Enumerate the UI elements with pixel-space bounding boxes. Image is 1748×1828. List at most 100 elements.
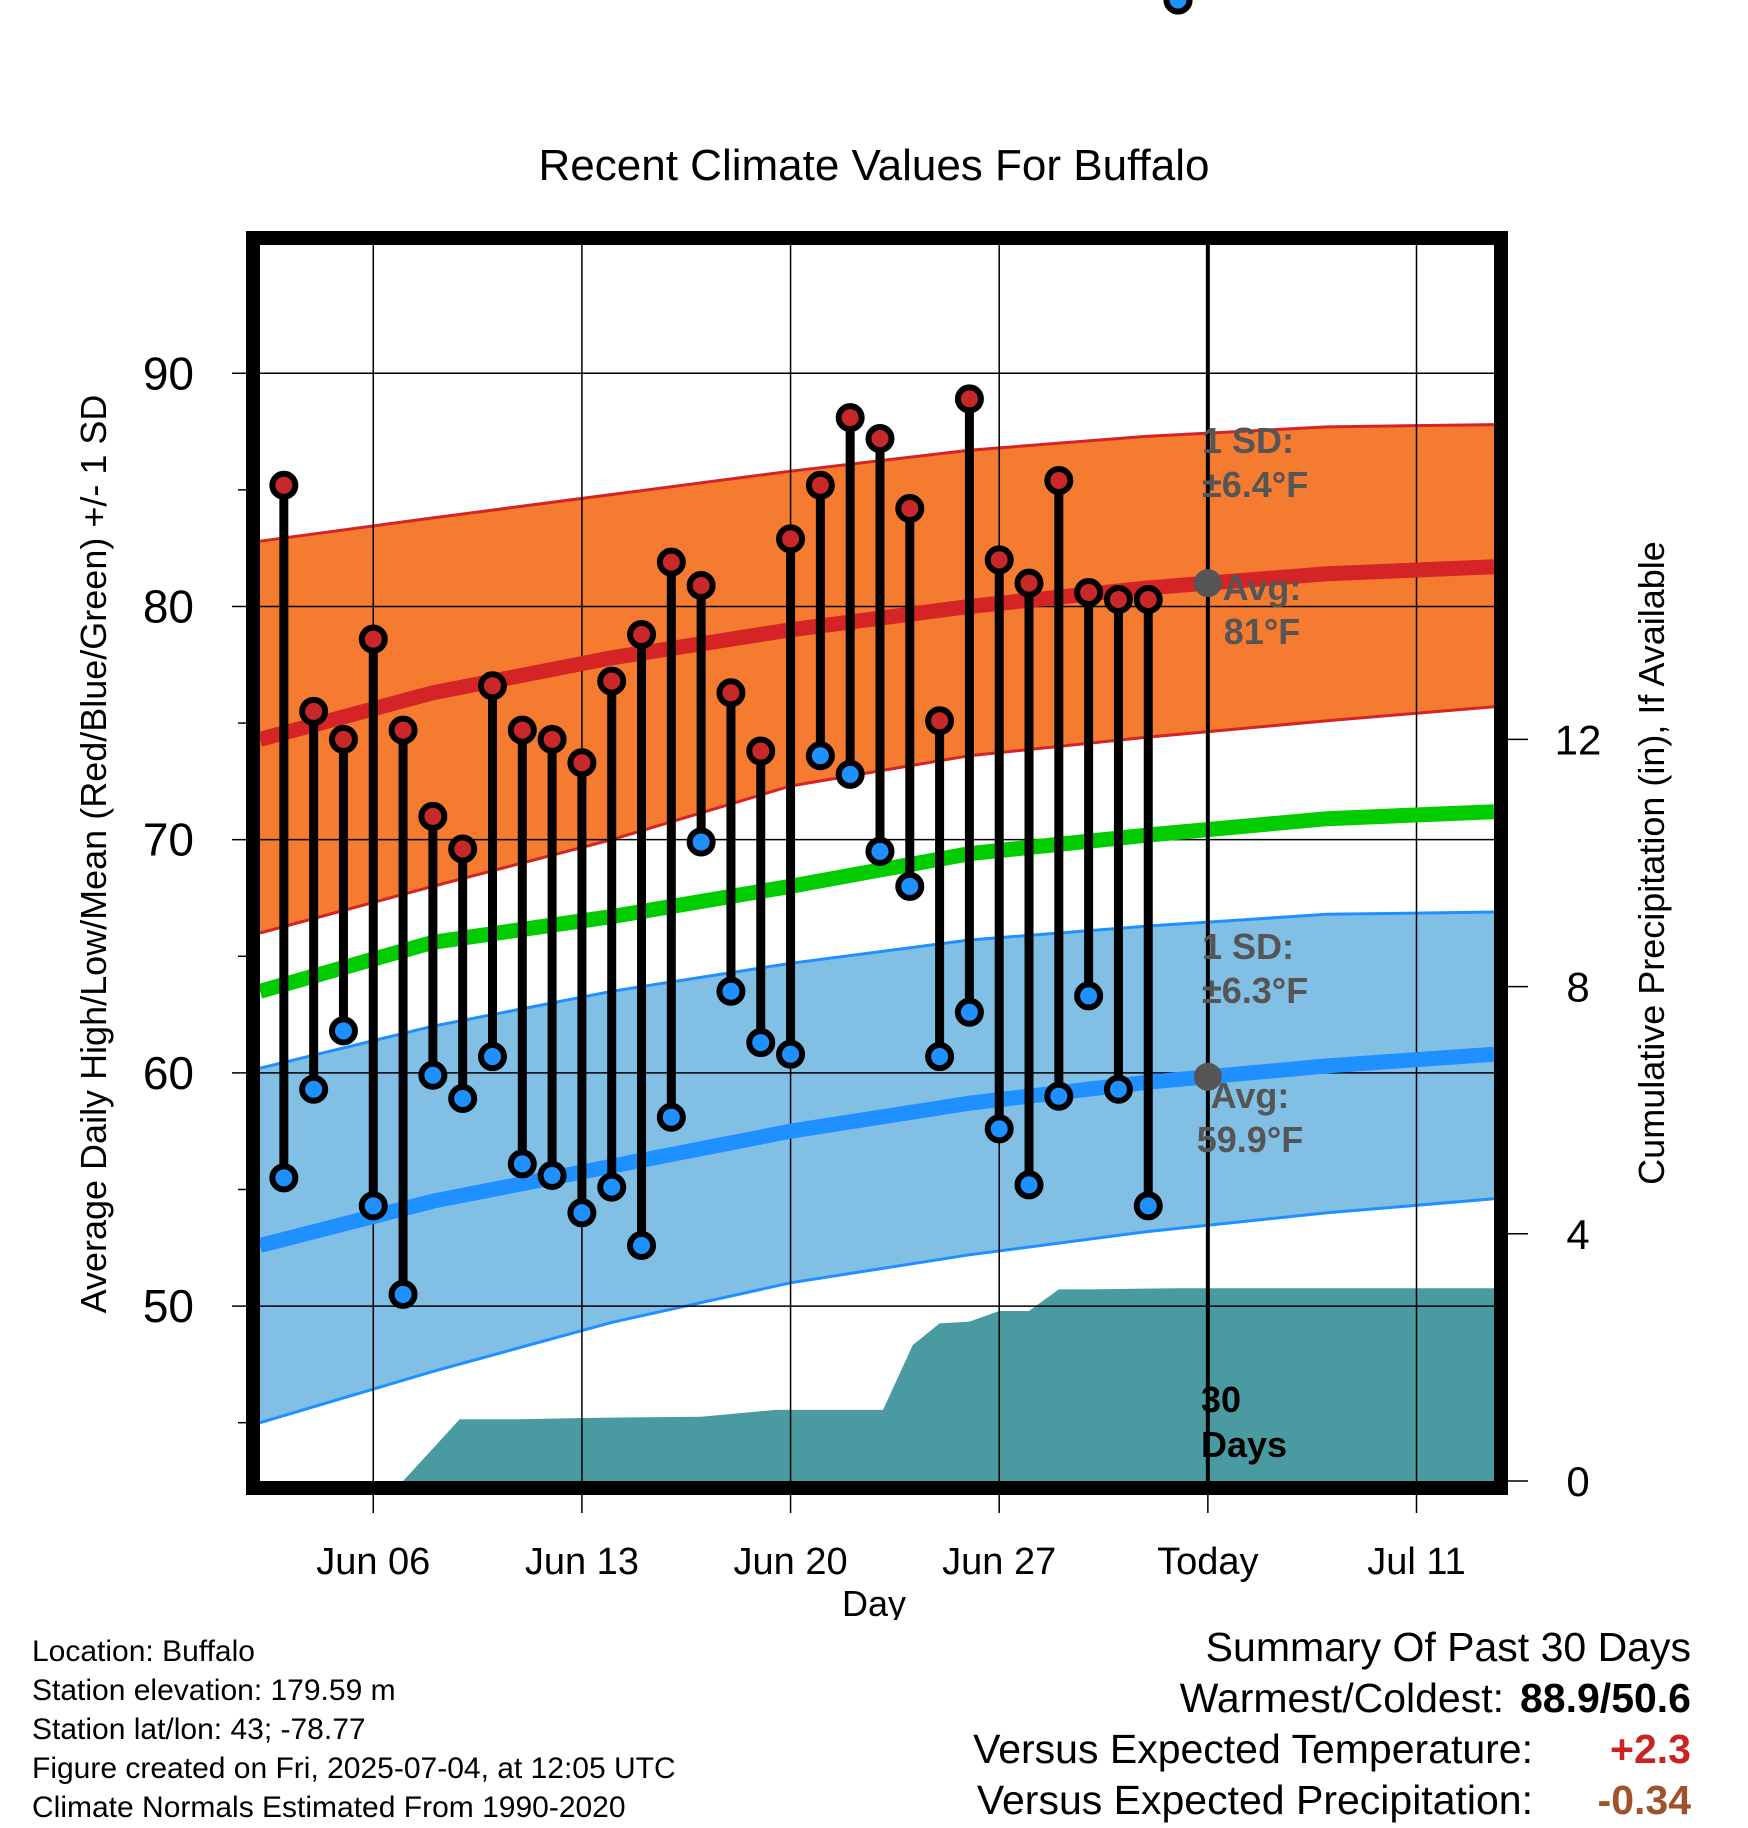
daily-low-point <box>1014 1170 1044 1200</box>
daily-low-point <box>925 1042 955 1072</box>
low-sd-value: ±6.3°F <box>1202 970 1308 1011</box>
low-avg-value: 59.9°F <box>1197 1119 1303 1160</box>
daily-high-point <box>418 801 448 831</box>
daily-low-point <box>448 1084 478 1114</box>
daily-high-point <box>925 706 955 736</box>
summary-temperature: Versus Expected Temperature: +2.3 <box>973 1724 1691 1775</box>
daily-high-point <box>865 424 895 454</box>
low-sd-lower-edge <box>259 1197 1495 1425</box>
daily-high-point <box>1014 568 1044 598</box>
y-tick-label: 80 <box>143 580 194 632</box>
climate-chart: Recent Climate Values For Buffalo 1 SD:±… <box>73 0 1672 1620</box>
daily-high-point <box>299 696 329 726</box>
daily-high-point <box>984 545 1014 575</box>
daily-low-point <box>656 1102 686 1132</box>
y-tick-label: 60 <box>143 1047 194 1099</box>
daily-low-point <box>835 759 865 789</box>
daily-high-point <box>776 524 806 554</box>
summary-panel: Summary Of Past 30 Days Warmest/Coldest:… <box>973 1622 1691 1826</box>
days-unit-label: Days <box>1201 1424 1287 1465</box>
y-axis-label: Average Daily High/Low/Mean (Red/Blue/Gr… <box>73 395 114 1314</box>
daily-low-point <box>269 1163 299 1193</box>
daily-low-point <box>805 741 835 771</box>
days-count-label: 30 <box>1201 1379 1241 1420</box>
daily-high-point <box>507 715 537 745</box>
daily-low-point <box>507 1149 537 1179</box>
y2-tick-label: 8 <box>1566 964 1589 1011</box>
daily-high-point <box>746 736 776 766</box>
chart-title: Recent Climate Values For Buffalo <box>539 141 1210 190</box>
daily-high-point <box>805 470 835 500</box>
daily-low-point <box>776 1039 806 1069</box>
low-sd-label: 1 SD: <box>1202 926 1294 967</box>
y-tick-label: 50 <box>143 1280 194 1332</box>
daily-low-point <box>1133 1191 1163 1221</box>
low-avg-label: Avg: <box>1211 1075 1290 1116</box>
daily-low-point <box>984 1114 1014 1144</box>
figure-created: Figure created on Fri, 2025-07-04, at 12… <box>32 1752 676 1785</box>
x-axis-label: Day <box>842 1583 906 1620</box>
x-tick-label: Jun 27 <box>942 1541 1056 1583</box>
daily-low-point <box>328 1016 358 1046</box>
station-latlon: Station lat/lon: 43; -78.77 <box>32 1713 366 1746</box>
summary-warmest-coldest: Warmest/Coldest: 88.9/50.6 <box>973 1673 1691 1724</box>
high-sd-label: 1 SD: <box>1202 420 1294 461</box>
daily-high-point <box>1074 577 1104 607</box>
x-tick-label: Jun 20 <box>734 1541 848 1583</box>
y2-tick-label: 12 <box>1555 716 1602 763</box>
temp-departure-label: Versus Expected Temperature: <box>973 1726 1533 1772</box>
y2-tick-label: 0 <box>1566 1458 1589 1505</box>
normal-low-line <box>260 1046 1494 1253</box>
daily-high-point <box>1044 466 1074 496</box>
daily-high-point <box>1103 584 1133 614</box>
daily-low-point <box>686 827 716 857</box>
station-elevation: Station elevation: 179.59 m <box>32 1674 396 1707</box>
normals-period: Climate Normals Estimated From 1990-2020 <box>32 1791 626 1824</box>
y-tick-label: 90 <box>143 347 194 399</box>
daily-high-point <box>716 678 746 708</box>
high-avg-value: 81°F <box>1224 611 1300 652</box>
daily-low-point <box>418 1060 448 1090</box>
daily-high-point <box>388 715 418 745</box>
daily-low-point <box>716 976 746 1006</box>
high-sd-value: ±6.4°F <box>1202 464 1308 505</box>
precip-departure-label: Versus Expected Precipitation: <box>976 1777 1533 1823</box>
daily-high-point <box>328 724 358 754</box>
low-sd-band <box>260 912 1494 1423</box>
today-low-normal-marker <box>1193 1062 1222 1091</box>
daily-low-point <box>627 1230 657 1260</box>
daily-high-point <box>537 724 567 754</box>
daily-high-point <box>1133 584 1163 614</box>
daily-low-point <box>358 1191 388 1221</box>
daily-high-point <box>835 403 865 433</box>
daily-low-point <box>1044 1081 1074 1111</box>
daily-high-point <box>686 570 716 600</box>
daily-high-point <box>448 834 478 864</box>
precip-departure-value: -0.34 <box>1597 1777 1691 1823</box>
daily-low-point <box>954 997 984 1027</box>
x-tick-label: Jul 11 <box>1367 1541 1466 1583</box>
daily-high-point <box>597 666 627 696</box>
x-tick-label: Today <box>1157 1541 1258 1583</box>
daily-low-point <box>895 871 925 901</box>
warmest-coldest-label: Warmest/Coldest: <box>1179 1675 1504 1721</box>
y-tick-label: 70 <box>143 814 194 866</box>
warmest-coldest-value: 88.9/50.6 <box>1520 1675 1691 1721</box>
daily-high-point <box>567 748 597 778</box>
temp-departure-value: +2.3 <box>1610 1726 1691 1772</box>
daily-low-point <box>1163 0 1193 15</box>
daily-low-point <box>299 1074 329 1104</box>
high-avg-label: Avg: <box>1223 567 1302 608</box>
station-location: Location: Buffalo <box>32 1635 255 1668</box>
daily-low-point <box>477 1042 507 1072</box>
today-high-normal-marker <box>1193 569 1222 598</box>
daily-low-point <box>597 1172 627 1202</box>
daily-high-point <box>269 470 299 500</box>
daily-high-point <box>656 547 686 577</box>
daily-high-point <box>895 494 925 524</box>
x-tick-label: Jun 13 <box>525 1541 639 1583</box>
precip-area <box>260 1288 1494 1481</box>
daily-high-point <box>627 619 657 649</box>
plot-frame <box>246 231 1508 1495</box>
